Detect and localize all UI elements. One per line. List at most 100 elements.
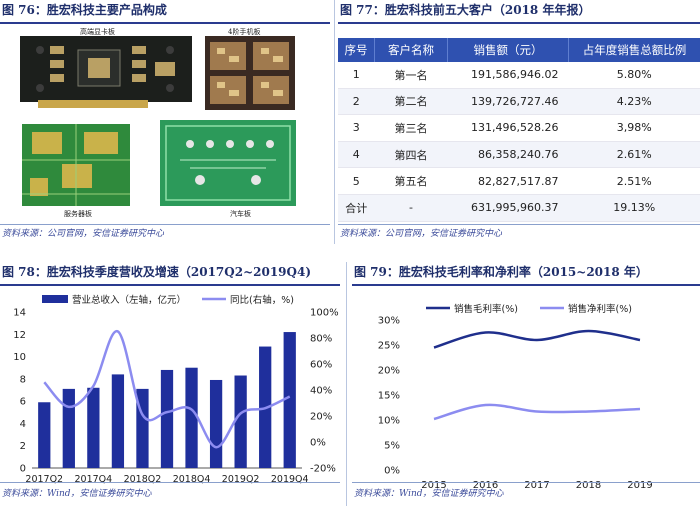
- x-tick-label: 2018Q4: [173, 474, 211, 485]
- fig77-title-underline: [338, 22, 700, 24]
- cell-share: 19.13%: [568, 194, 700, 222]
- y-right-tick-label: 0%: [310, 438, 326, 449]
- y-tick-label: 5%: [384, 441, 400, 452]
- cell-sales: 82,827,517.87: [447, 167, 569, 195]
- bottom-divider: [346, 262, 347, 506]
- fig79-chart: 销售毛利率(%) 销售净利率(%) 0% 5% 10% 15% 20% 25% 30% 201…: [378, 303, 653, 488]
- auto-board-image: [160, 120, 296, 206]
- y-right-tick-label: -20%: [310, 464, 336, 475]
- fig76-title-underline: [0, 22, 330, 24]
- cell-sales: 131,496,528.26: [447, 114, 569, 142]
- y-left-tick-label: 2: [20, 441, 26, 452]
- legend-bar-label: 营业总收入（左轴，亿元）: [72, 294, 186, 306]
- y-left-tick-label: 8: [20, 374, 26, 385]
- col-header-no: 序号: [338, 38, 375, 62]
- fig79-title-underline: [352, 284, 700, 286]
- col-header-sales: 销售额（元）: [447, 38, 569, 62]
- table-row: 5 第五名 82,827,517.87 2.51%: [338, 167, 700, 195]
- gpu-board-image: [20, 36, 192, 108]
- cell-share: 2.51%: [568, 167, 700, 195]
- cell-customer: 第二名: [374, 88, 448, 116]
- cell-share: 5.80%: [568, 62, 700, 89]
- x-tick-label: 2019Q4: [271, 474, 309, 485]
- cell-customer: -: [374, 194, 448, 222]
- fig78-chart: 营业总收入（左轴，亿元） 同比(右轴，%) 0 2 4 6 8 10 12 14 -20% 0% 2…: [13, 294, 339, 485]
- cell-no: 4: [338, 141, 375, 169]
- legend-gross-label: 销售毛利率(%): [454, 303, 518, 315]
- bar: [160, 369, 174, 468]
- fig78-source: 资料来源：Wind，安信证券研究中心: [2, 489, 152, 499]
- table-row: 4 第四名 86,358,240.76 2.61%: [338, 141, 700, 169]
- y-tick-label: 25%: [378, 341, 400, 352]
- y-right-tick-label: 40%: [310, 386, 332, 397]
- cell-sales: 191,586,946.02: [447, 62, 569, 89]
- cell-sales: 86,358,240.76: [447, 141, 569, 169]
- x-tick-label: 2017Q2: [25, 474, 63, 485]
- y-tick-label: 10%: [378, 416, 400, 427]
- cell-no: 1: [338, 62, 375, 89]
- fig77-source: 资料来源：公司官网，安信证券研究中心: [340, 229, 503, 239]
- cell-no: 2: [338, 88, 375, 116]
- fig76-source: 资料来源：公司官网，安信证券研究中心: [2, 229, 165, 239]
- phone-board-image: [205, 36, 295, 110]
- bar: [111, 374, 125, 468]
- fig76-panel: 图 76：胜宏科技主要产品构成 高端显卡板 4阶手机板: [0, 0, 330, 244]
- auto-board-label: 汽车板: [230, 210, 251, 218]
- bar: [209, 379, 223, 468]
- cell-customer: 第五名: [374, 167, 448, 195]
- fig79-source-rule: [352, 482, 700, 483]
- fig76-title: 图 76：胜宏科技主要产品构成: [2, 3, 167, 17]
- table-row: 3 第三名 131,496,528.26 3,98%: [338, 114, 700, 142]
- x-tick-label: 2017Q4: [75, 474, 113, 485]
- x-tick-label: 2016: [473, 480, 498, 488]
- cell-customer: 第四名: [374, 141, 448, 169]
- x-tick-label: 2019: [627, 480, 652, 488]
- x-tick-label: 2017: [524, 480, 549, 488]
- y-right-tick-label: 80%: [310, 334, 332, 345]
- x-tick-label: 2019Q2: [222, 474, 260, 485]
- y-left-tick-label: 14: [13, 308, 26, 319]
- server-board-label: 服务器板: [64, 210, 92, 218]
- y-tick-label: 20%: [378, 366, 400, 377]
- fig77-panel: 图 77：胜宏科技前五大客户（2018 年年报） 序号 客户名称 销售额（元） …: [338, 0, 700, 244]
- bar: [234, 375, 247, 468]
- y-right-tick-label: 20%: [310, 412, 332, 423]
- cell-share: 3,98%: [568, 114, 700, 142]
- cell-no: 5: [338, 167, 375, 195]
- y-left-tick-label: 0: [20, 464, 26, 475]
- growth-line: [43, 330, 291, 449]
- bar: [87, 387, 100, 468]
- y-right-tick-label: 60%: [310, 360, 332, 371]
- fig78-title: 图 78：胜宏科技季度营收及增速（2017Q2~2019Q4): [2, 265, 312, 279]
- fig79-source: 资料来源：Wind，安信证券研究中心: [354, 489, 504, 499]
- cell-customer: 第三名: [374, 114, 448, 142]
- legend-line-label: 同比(右轴，%): [230, 294, 294, 306]
- phone-board-label: 4阶手机板: [228, 28, 261, 36]
- y-left-tick-label: 10: [13, 352, 26, 363]
- x-tick-label: 2015: [421, 480, 446, 488]
- server-board-image: [22, 124, 130, 206]
- cell-sales: 631,995,960.37: [447, 194, 569, 222]
- cell-share: 2.61%: [568, 141, 700, 169]
- table-row: 1 第一名 191,586,946.02 5.80%: [338, 62, 700, 89]
- fig76-source-rule: [0, 224, 330, 225]
- y-right-tick-label: 100%: [310, 308, 339, 319]
- fig79-title: 图 79：胜宏科技毛利率和净利率（2015~2018 年）: [354, 265, 648, 279]
- fig78-title-underline: [0, 284, 340, 286]
- y-left-tick-label: 6: [20, 397, 26, 408]
- bar: [283, 332, 296, 468]
- table-header-row: 序号 客户名称 销售额（元） 占年度销售总额比例: [338, 38, 700, 62]
- table-row: 2 第二名 139,726,727.46 4.23%: [338, 88, 700, 116]
- bar: [62, 388, 75, 468]
- fig77-title: 图 77：胜宏科技前五大客户（2018 年年报）: [340, 3, 591, 17]
- legend-bar-swatch: [42, 295, 68, 303]
- top-divider: [334, 0, 335, 244]
- cell-customer: 第一名: [374, 62, 448, 89]
- fig79-panel: 图 79：胜宏科技毛利率和净利率（2015~2018 年） 销售毛利率(%) 销…: [352, 262, 700, 506]
- y-tick-label: 0%: [384, 466, 400, 477]
- y-tick-label: 15%: [378, 391, 400, 402]
- bar: [38, 402, 51, 468]
- cell-no: 合计: [338, 194, 375, 222]
- x-tick-label: 2018Q2: [124, 474, 162, 485]
- cell-sales: 139,726,727.46: [447, 88, 569, 116]
